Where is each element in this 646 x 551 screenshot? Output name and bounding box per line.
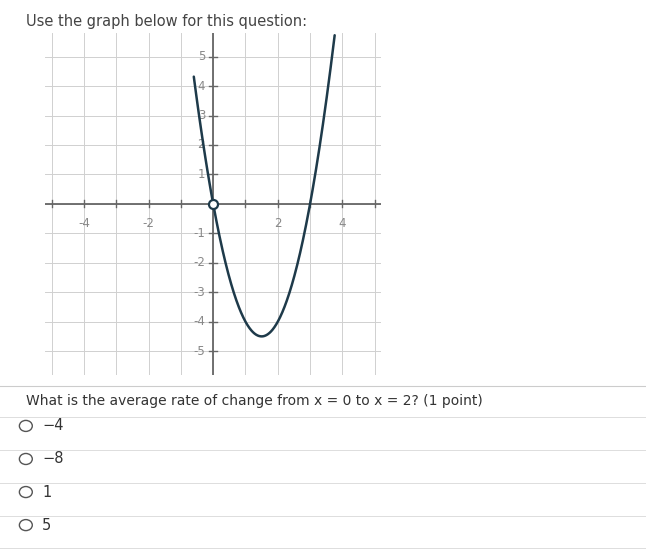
Text: 3: 3 <box>198 109 205 122</box>
Text: −4: −4 <box>42 418 63 434</box>
Text: -1: -1 <box>193 227 205 240</box>
Text: 2: 2 <box>274 217 282 230</box>
Text: 4: 4 <box>339 217 346 230</box>
Text: Use the graph below for this question:: Use the graph below for this question: <box>26 14 307 29</box>
Text: -2: -2 <box>143 217 154 230</box>
Text: -4: -4 <box>78 217 90 230</box>
Text: -5: -5 <box>193 344 205 358</box>
Text: 5: 5 <box>42 517 51 533</box>
Text: -4: -4 <box>193 315 205 328</box>
Text: 1: 1 <box>42 484 51 500</box>
Text: -2: -2 <box>193 256 205 269</box>
Text: 2: 2 <box>198 138 205 152</box>
Text: 5: 5 <box>198 50 205 63</box>
Text: −8: −8 <box>42 451 63 467</box>
Text: 1: 1 <box>198 168 205 181</box>
Text: 4: 4 <box>198 79 205 93</box>
Text: -3: -3 <box>193 286 205 299</box>
Text: What is the average rate of change from x = 0 to x = 2? (1 point): What is the average rate of change from … <box>26 394 483 408</box>
